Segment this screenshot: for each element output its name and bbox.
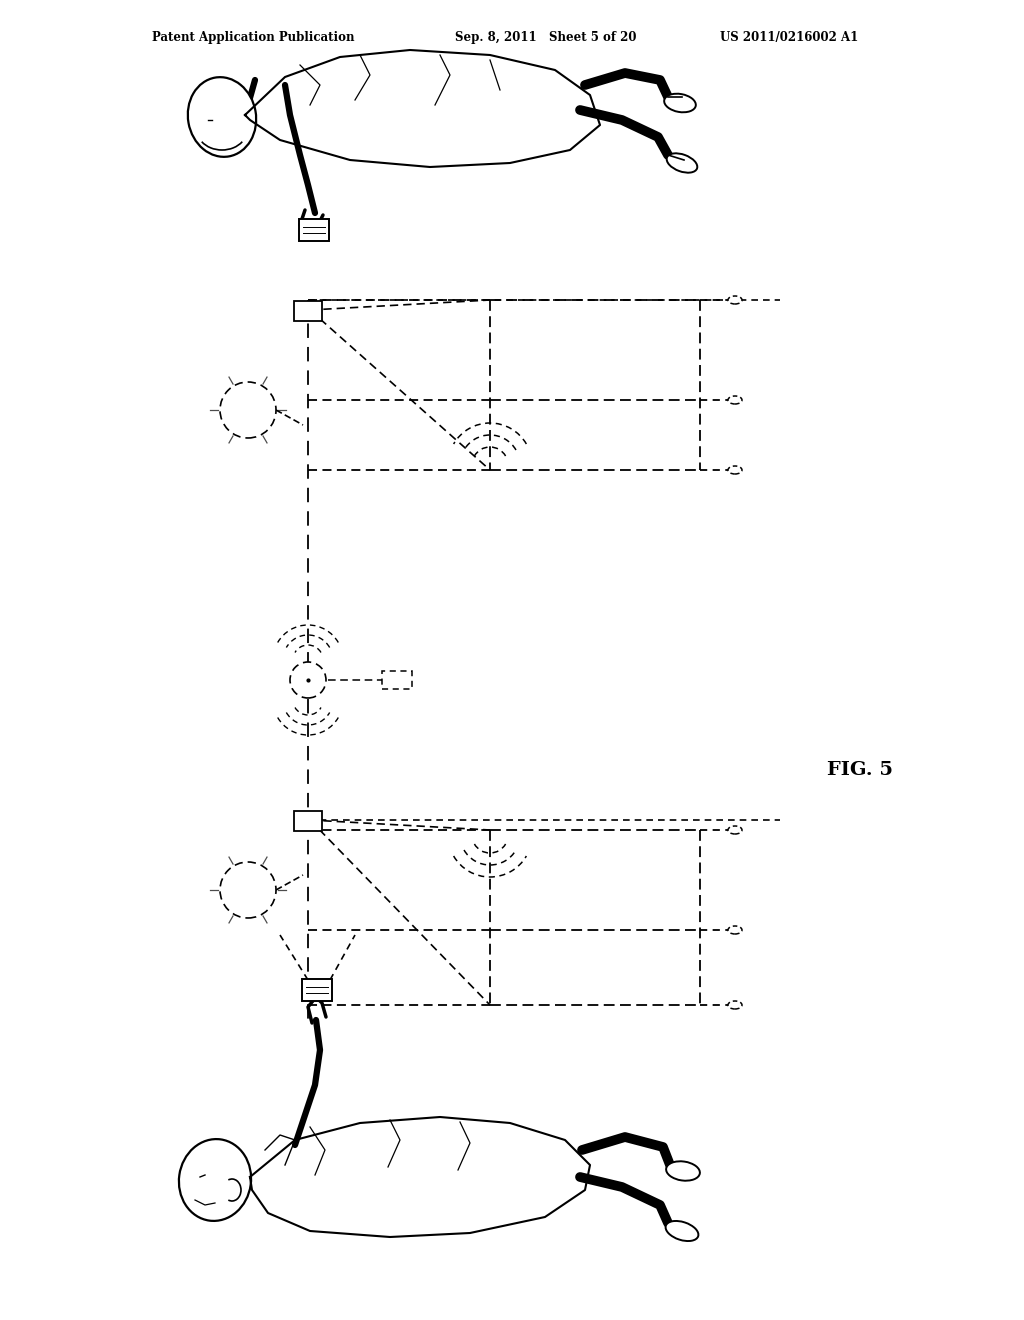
FancyBboxPatch shape bbox=[294, 301, 322, 321]
FancyBboxPatch shape bbox=[302, 979, 332, 1001]
Text: Patent Application Publication: Patent Application Publication bbox=[152, 32, 354, 45]
Text: FIG. 5: FIG. 5 bbox=[827, 762, 893, 779]
Ellipse shape bbox=[728, 927, 742, 935]
Circle shape bbox=[290, 663, 326, 698]
Ellipse shape bbox=[728, 396, 742, 404]
Ellipse shape bbox=[667, 1162, 699, 1180]
FancyBboxPatch shape bbox=[294, 810, 322, 832]
Ellipse shape bbox=[665, 94, 696, 112]
FancyBboxPatch shape bbox=[299, 219, 329, 242]
Ellipse shape bbox=[728, 826, 742, 834]
Polygon shape bbox=[250, 1117, 590, 1237]
Circle shape bbox=[220, 381, 276, 438]
Circle shape bbox=[220, 862, 276, 917]
Ellipse shape bbox=[728, 466, 742, 474]
Polygon shape bbox=[245, 50, 600, 168]
FancyBboxPatch shape bbox=[382, 671, 412, 689]
Ellipse shape bbox=[187, 77, 256, 157]
Text: US 2011/0216002 A1: US 2011/0216002 A1 bbox=[720, 32, 858, 45]
Ellipse shape bbox=[179, 1139, 251, 1221]
Ellipse shape bbox=[666, 1221, 698, 1241]
Ellipse shape bbox=[728, 1001, 742, 1008]
Ellipse shape bbox=[667, 153, 697, 173]
Text: Sep. 8, 2011   Sheet 5 of 20: Sep. 8, 2011 Sheet 5 of 20 bbox=[455, 32, 637, 45]
Ellipse shape bbox=[728, 296, 742, 304]
